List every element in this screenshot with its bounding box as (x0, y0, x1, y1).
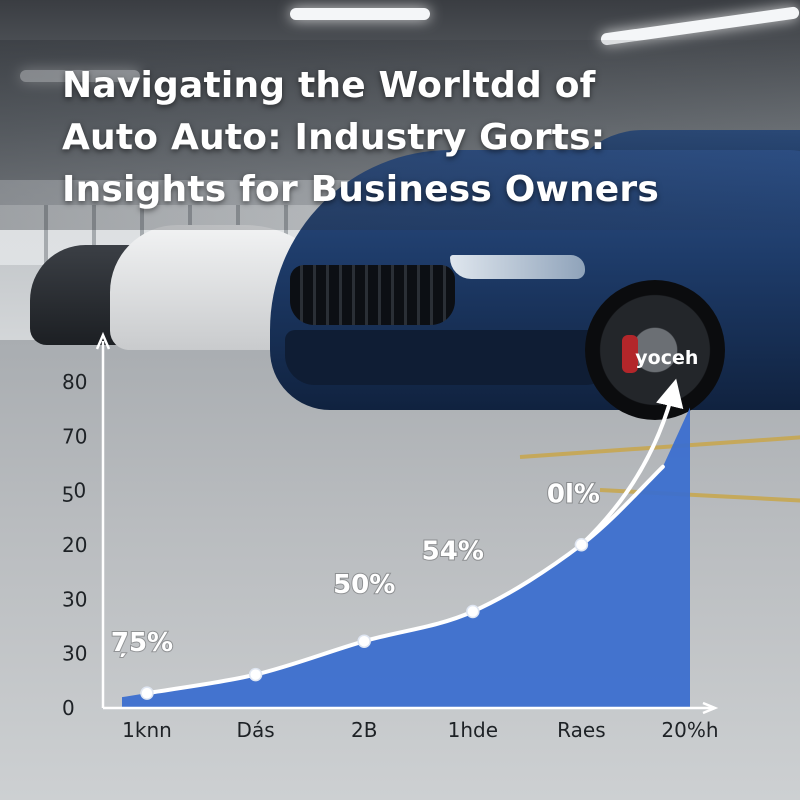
x-tick-label: 1hde (448, 718, 498, 742)
y-axis-arrow (95, 331, 111, 350)
data-point (357, 634, 371, 648)
y-tick-label: 30 (62, 642, 87, 666)
data-label: 7̦5% (111, 628, 173, 658)
x-tick-label: 20%h (661, 718, 718, 742)
title-line-3: Insights for Business Owners (62, 169, 659, 210)
y-tick-label: 30 (62, 587, 87, 611)
blue-car-headlight (450, 255, 585, 279)
title-shade (0, 40, 800, 230)
data-label: 0l% (547, 480, 600, 510)
ceiling-light (290, 8, 430, 20)
data-point (466, 604, 480, 619)
x-tick-label: Raes (557, 718, 605, 742)
axes: 0 30 30 20 ƽ0 70 80 1knn Dás 2B 1hde Raes 20%h (62, 331, 719, 742)
blue-car-wheel (585, 280, 725, 420)
y-tick-label: 80 (62, 370, 87, 394)
arrow-label: yoceh (635, 347, 698, 369)
line-layer (140, 378, 684, 700)
data-point (574, 537, 589, 552)
blue-car-grille (290, 265, 455, 325)
title-line-2: Auto Auto: Industry Gorts: (62, 117, 606, 158)
brake-caliper (622, 335, 638, 373)
data-label: 54% (422, 537, 484, 567)
label-layer: 7̦5% 50% 54% 0l% yoceh (110, 347, 699, 659)
title-line-1: Navigating the Worltdd of (62, 65, 596, 106)
data-point (248, 667, 263, 682)
chart-title: Navigating the Worltdd of Auto Auto: Ind… (62, 60, 762, 216)
x-tick-label: 1knn (122, 718, 172, 742)
blue-car-bumper (285, 330, 615, 385)
area-layer (122, 407, 690, 708)
x-tick-label: Dás (237, 718, 275, 742)
x-tick-label: 2B (351, 718, 377, 742)
x-axis-arrow (702, 701, 719, 715)
data-point (140, 686, 154, 700)
y-tick-label: 70 (62, 424, 87, 448)
ceiling-light (20, 70, 140, 82)
y-tick-label: ƽ0 (62, 479, 86, 503)
y-tick-label: 0 (62, 696, 75, 720)
trend-arrow (579, 378, 684, 547)
area-fill (122, 407, 690, 708)
data-label: 50% (333, 570, 395, 600)
y-tick-label: 20 (62, 533, 87, 557)
